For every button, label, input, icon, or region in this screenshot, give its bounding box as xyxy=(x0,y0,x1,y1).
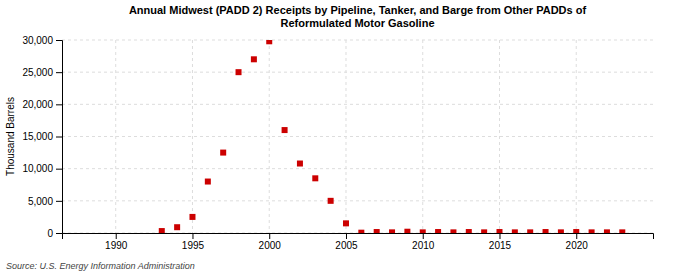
tick-label: 15,000 xyxy=(22,131,53,142)
y-axis: 0 5,000 10,000 15,000 20,000 25,000 30,000 xyxy=(22,35,62,239)
point xyxy=(589,229,595,233)
point xyxy=(205,179,211,185)
tick-mark xyxy=(56,201,62,202)
point xyxy=(297,161,303,167)
tick-mark xyxy=(56,137,62,138)
tick: 25,000 xyxy=(22,67,62,78)
tick-mark xyxy=(423,233,424,239)
point xyxy=(189,214,195,220)
tick-label: 25,000 xyxy=(22,67,53,78)
tick-label: 2015 xyxy=(489,240,512,251)
grid-line xyxy=(62,200,653,201)
point xyxy=(512,229,518,233)
point xyxy=(312,175,318,181)
tick: 2015 xyxy=(489,233,512,251)
tick: 2005 xyxy=(335,233,358,251)
point xyxy=(558,229,564,233)
tick: 20,000 xyxy=(22,99,62,110)
point xyxy=(282,127,288,133)
tick-mark xyxy=(56,104,62,105)
tick: 10,000 xyxy=(22,163,62,174)
tick-label: 20,000 xyxy=(22,99,53,110)
point xyxy=(604,229,610,233)
tick-mark xyxy=(56,233,62,234)
tick-mark xyxy=(56,169,62,170)
tick-mark xyxy=(56,40,62,41)
tick: 2010 xyxy=(412,233,435,251)
point xyxy=(389,229,395,233)
tick-label: 1990 xyxy=(105,240,128,251)
tick-label: 5,000 xyxy=(28,196,53,207)
tick-label: 2010 xyxy=(412,240,435,251)
grid xyxy=(62,40,653,233)
point xyxy=(619,229,625,233)
tick-label: 0 xyxy=(47,228,53,239)
point xyxy=(174,224,180,230)
tick: 2000 xyxy=(259,233,282,251)
title-line: Annual Midwest (PADD 2) Receipts by Pipe… xyxy=(129,4,587,16)
tick: 30,000 xyxy=(22,35,62,46)
tick-label: 1995 xyxy=(182,240,205,251)
grid-line xyxy=(62,104,653,105)
tick-mark xyxy=(56,72,62,73)
grid-line xyxy=(62,72,653,73)
tick-mark xyxy=(346,233,347,239)
tick-label: 2000 xyxy=(259,240,282,251)
title-line: Reformulated Motor Gasoline xyxy=(280,17,434,29)
point xyxy=(404,229,410,233)
tick: 5,000 xyxy=(28,196,62,207)
tick: 2020 xyxy=(566,233,589,251)
tick-label: 2020 xyxy=(566,240,589,251)
point xyxy=(343,220,349,226)
point xyxy=(435,229,441,233)
point xyxy=(543,229,549,233)
x-axis: 1990 1995 2000 2005 2010 2015 2020 xyxy=(63,233,654,251)
point xyxy=(496,229,502,233)
source-note: Source: U.S. Energy Information Administ… xyxy=(6,261,195,271)
grid-line xyxy=(62,136,653,137)
point xyxy=(420,229,426,233)
point xyxy=(527,229,533,233)
grid-line xyxy=(62,40,653,41)
tick-label: 2005 xyxy=(335,240,358,251)
tick-label: 30,000 xyxy=(22,35,53,46)
point xyxy=(481,229,487,233)
y-axis-title: Thousand Barrels xyxy=(5,97,16,176)
tick: 1990 xyxy=(105,233,128,251)
point xyxy=(358,230,364,233)
tick-mark xyxy=(192,233,193,239)
axis-line xyxy=(63,234,654,240)
axis-line xyxy=(56,41,63,234)
point xyxy=(328,198,334,204)
tick-label: 10,000 xyxy=(22,163,53,174)
point xyxy=(236,69,242,75)
tick-mark xyxy=(269,233,270,239)
point xyxy=(573,229,579,233)
grid-line xyxy=(499,40,500,233)
grid-line xyxy=(576,40,577,233)
point xyxy=(159,228,165,233)
tick: 15,000 xyxy=(22,131,62,142)
chart: 1990 1995 2000 2005 2010 2015 2020 0 5,000 10,000… xyxy=(0,0,675,275)
point xyxy=(220,150,226,156)
point xyxy=(266,40,272,44)
tick: 1995 xyxy=(182,233,205,251)
point xyxy=(466,229,472,233)
tick-mark xyxy=(576,233,577,239)
tick-mark xyxy=(116,233,117,239)
point xyxy=(450,229,456,233)
points xyxy=(159,40,626,233)
title: Annual Midwest (PADD 2) Receipts by Pipe… xyxy=(129,4,587,29)
point xyxy=(251,56,257,62)
grid-line xyxy=(62,168,653,169)
grid-line xyxy=(192,40,193,233)
point xyxy=(374,229,380,233)
tick: 0 xyxy=(47,228,62,239)
tick-mark xyxy=(499,233,500,239)
plot: 1990 1995 2000 2005 2010 2015 2020 0 5,000 10,000… xyxy=(22,35,653,251)
